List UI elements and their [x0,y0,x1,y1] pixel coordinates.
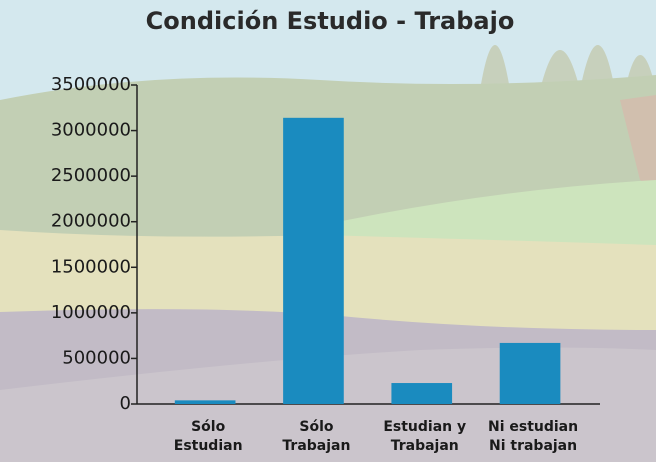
x-tick-label: Ni estudian [488,419,578,435]
bar [391,383,453,404]
chart-title: Condición Estudio - Trabajo [146,7,515,35]
bar [499,342,561,404]
y-tick-label: 2500000 [51,165,131,186]
bar [174,400,236,404]
field [300,180,656,245]
bar [283,117,344,404]
y-tick-label: 0 [120,393,131,414]
y-tick-label: 500000 [62,347,131,368]
y-tick-label: 1500000 [51,256,131,277]
x-tick-label: Trabajan [391,438,459,454]
y-tick-label: 3500000 [51,74,131,95]
x-tick-label: Estudian y [383,419,466,435]
x-tick-label: Sólo [191,419,226,435]
x-tick-label: Estudian [174,438,243,454]
x-tick-label: Sólo [299,419,334,435]
x-tick-label: Trabajan [282,438,350,454]
x-tick-label: Ni trabajan [489,438,577,454]
y-tick-label: 1000000 [51,302,131,323]
roof [620,95,656,190]
y-tick-label: 3000000 [51,120,131,141]
y-tick-label: 2000000 [51,211,131,232]
